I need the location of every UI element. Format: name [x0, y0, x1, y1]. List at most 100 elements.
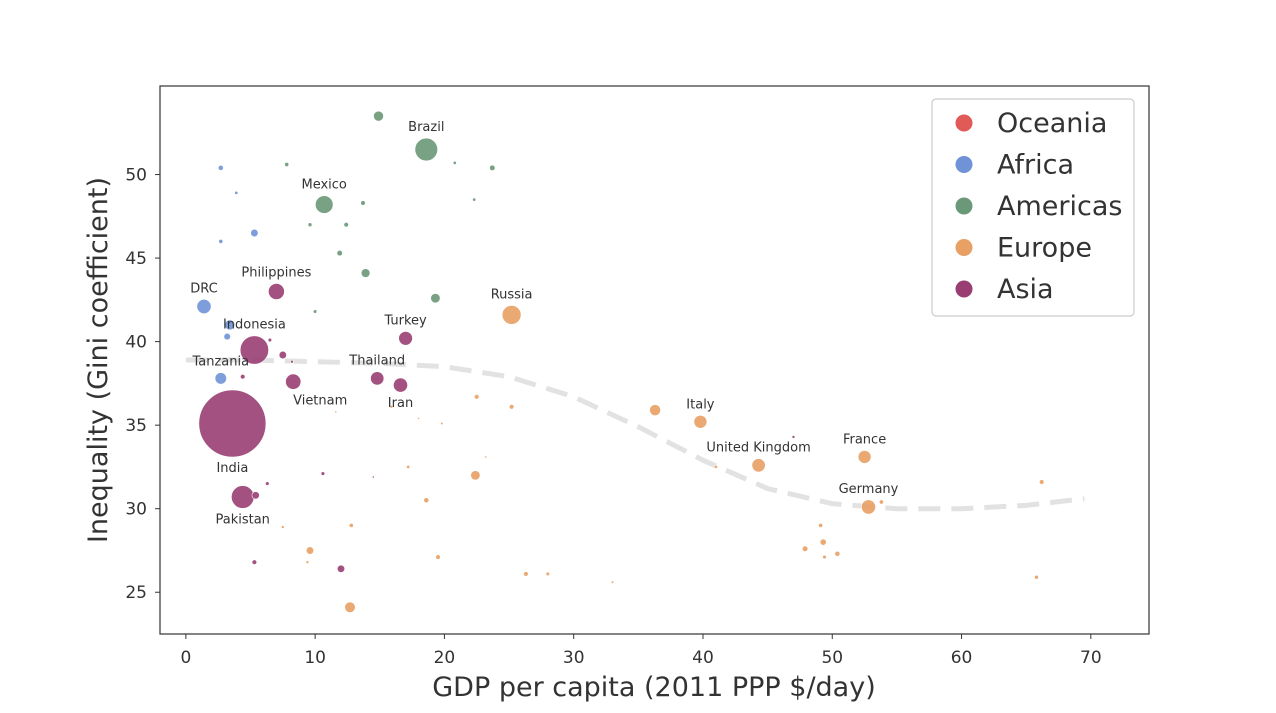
point-africa — [234, 190, 239, 195]
point-asia-pakistan — [231, 485, 255, 509]
legend-label-asia: Asia — [997, 274, 1054, 305]
x-tick-label: 60 — [951, 648, 973, 668]
point-asia — [320, 471, 326, 476]
point-asia-indonesia — [239, 335, 269, 365]
point-europe — [508, 404, 515, 410]
x-axis-label: GDP per capita (2011 PPP $/day) — [432, 672, 875, 703]
point-europe-united-kingdom — [751, 458, 766, 473]
point-europe — [801, 545, 809, 552]
point-europe — [649, 404, 661, 416]
point-americas — [343, 222, 349, 228]
point-label-vietnam: Vietnam — [293, 394, 347, 409]
legend-marker-oceania — [955, 114, 973, 132]
point-europe — [1034, 574, 1039, 580]
point-americas — [489, 164, 496, 172]
legend-marker-europe — [955, 239, 973, 256]
point-label-iran: Iran — [388, 396, 413, 411]
point-europe — [713, 464, 718, 469]
point-africa — [218, 238, 224, 244]
legend-marker-africa — [955, 156, 973, 173]
x-tick-label: 30 — [563, 648, 585, 668]
point-label-tanzania: Tanzania — [191, 355, 249, 370]
point-asia — [371, 475, 375, 479]
point-americas — [452, 160, 457, 165]
point-europe — [305, 546, 315, 555]
x-tick-label: 40 — [692, 648, 714, 668]
point-asia — [267, 337, 273, 343]
point-europe — [610, 580, 615, 584]
y-tick-label: 40 — [125, 333, 147, 353]
legend-label-europe: Europe — [997, 233, 1092, 264]
point-asia-india — [198, 389, 267, 458]
point-label-italy: Italy — [686, 397, 715, 412]
point-label-turkey: Turkey — [383, 313, 427, 328]
point-asia-turkey — [398, 331, 413, 346]
point-europe — [545, 571, 550, 577]
point-europe-italy — [693, 414, 708, 429]
point-europe — [878, 499, 884, 505]
point-asia — [251, 491, 260, 500]
point-asia — [240, 374, 246, 380]
point-europe — [334, 410, 338, 414]
point-europe — [435, 554, 441, 560]
point-asia — [265, 481, 270, 486]
point-europe — [348, 522, 354, 528]
point-europe — [389, 404, 394, 409]
point-africa-tanzania — [214, 372, 227, 385]
point-europe — [305, 560, 310, 565]
point-asia — [290, 359, 294, 364]
y-tick-label: 25 — [125, 583, 147, 603]
legend-label-africa: Africa — [997, 150, 1074, 181]
legend-label-oceania: Oceania — [997, 108, 1107, 139]
point-label-brazil: Brazil — [408, 120, 444, 135]
legend-marker-americas — [955, 197, 973, 215]
point-africa — [224, 319, 236, 331]
y-tick-label: 35 — [125, 416, 147, 436]
x-tick-label: 0 — [180, 648, 191, 668]
x-tick-label: 20 — [434, 648, 456, 668]
legend-label-americas: Americas — [997, 191, 1122, 222]
point-africa — [250, 228, 259, 238]
points-layer — [196, 110, 1045, 613]
point-americas — [284, 162, 290, 167]
trend-layer — [185, 357, 1085, 512]
plot-area-frame — [159, 85, 1150, 635]
x-tick-label: 70 — [1080, 648, 1102, 668]
point-americas — [472, 197, 477, 202]
y-tick-label: 45 — [125, 249, 147, 269]
point-europe — [822, 554, 827, 560]
point-europe-germany — [861, 499, 876, 515]
point-label-russia: Russia — [491, 287, 533, 302]
point-americas — [336, 249, 343, 257]
x-tick-label: 50 — [821, 648, 843, 668]
point-asia — [278, 350, 287, 360]
point-label-germany: Germany — [839, 482, 899, 497]
trend-line — [185, 357, 1085, 512]
point-europe — [818, 522, 824, 528]
point-asia — [791, 435, 796, 439]
point-americas — [307, 222, 313, 227]
point-label-indonesia: Indonesia — [223, 318, 286, 333]
point-europe — [280, 525, 285, 529]
point-label-philippines: Philippines — [241, 266, 311, 281]
point-europe-russia — [501, 305, 522, 325]
point-labels-layer: DRC Tanzania Brazil Mexico Russia Germany Unit… — [190, 120, 898, 527]
y-tick-label: 30 — [125, 500, 147, 520]
point-asia-philippines — [268, 283, 285, 300]
ticks-layer: 0 10 20 30 40 50 60 70 25 30 35 40 45 50 — [125, 166, 1101, 668]
point-label-france: France — [843, 432, 886, 447]
y-tick-label: 50 — [125, 166, 147, 186]
point-americas — [312, 309, 318, 314]
point-africa — [217, 164, 224, 171]
point-asia-vietnam — [285, 373, 302, 390]
point-europe — [834, 550, 841, 557]
point-americas — [360, 200, 366, 206]
point-asia — [251, 559, 258, 565]
y-axis-label: Inequality (Gini coefficient) — [83, 177, 114, 543]
point-asia — [336, 564, 346, 573]
point-americas-mexico — [315, 195, 334, 214]
point-africa — [223, 332, 231, 341]
point-label-thailand: Thailand — [348, 354, 405, 369]
point-americas — [373, 110, 384, 122]
